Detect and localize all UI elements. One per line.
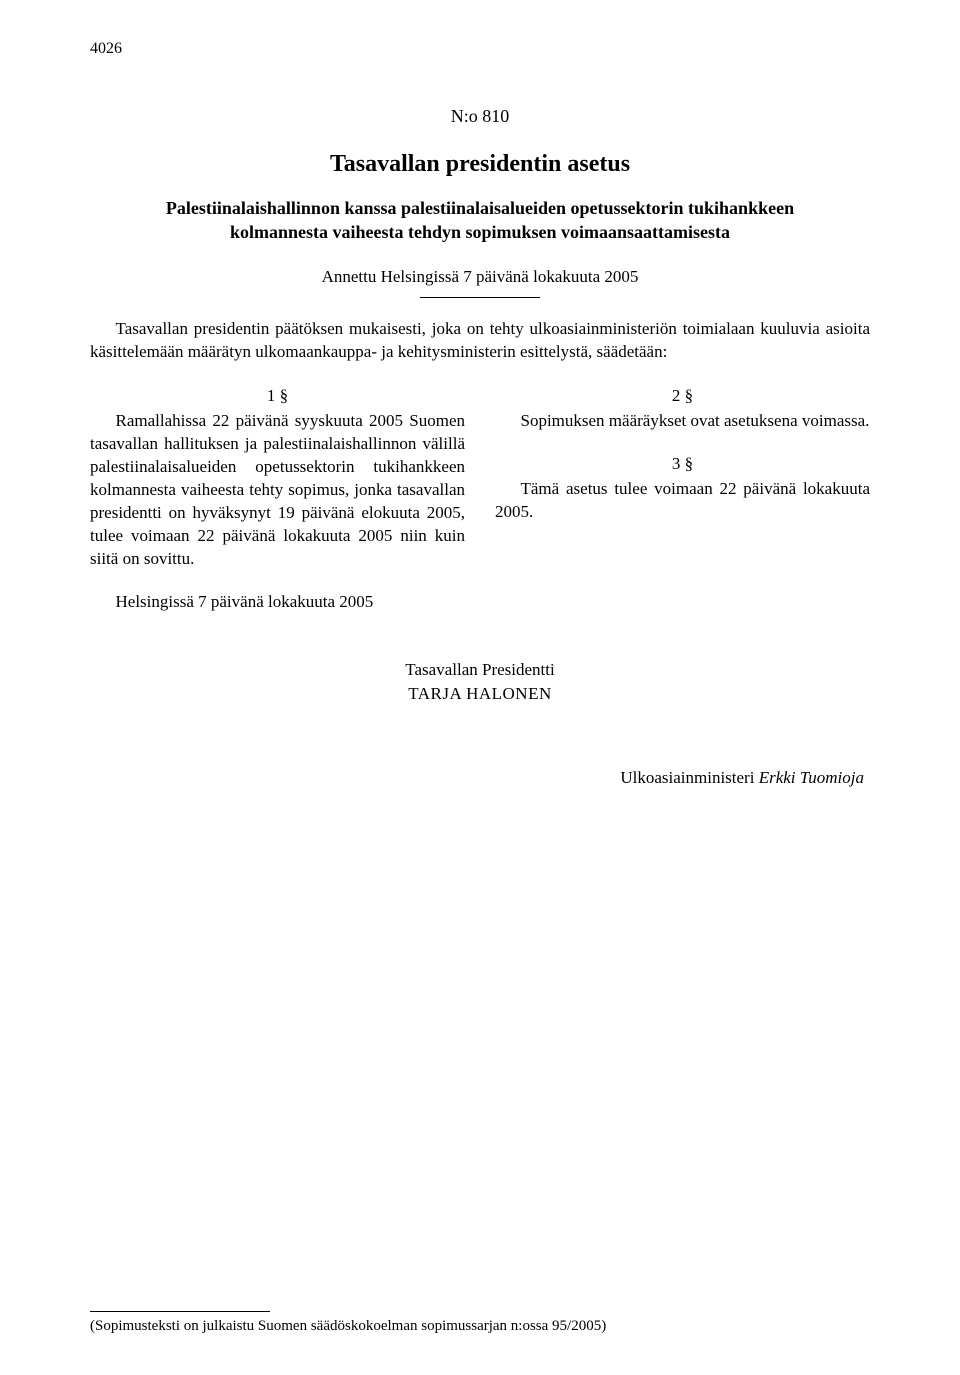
preamble: Tasavallan presidentin päätöksen mukaise… <box>90 318 870 364</box>
minister-name: Erkki Tuomioja <box>759 768 864 787</box>
section-1-number: 1 § <box>90 385 465 408</box>
page-number: 4026 <box>90 40 870 58</box>
signature-title: Tasavallan Presidentti <box>90 660 870 680</box>
issued-at: Annettu Helsingissä 7 päivänä lokakuuta … <box>90 267 870 287</box>
section-3-body: Tämä asetus tulee voimaan 22 päivänä lok… <box>495 478 870 524</box>
section-2-number: 2 § <box>495 385 870 408</box>
footnote: (Sopimusteksti on julkaistu Suomen säädö… <box>90 1311 870 1335</box>
section-1-body: Ramallahissa 22 päivänä syyskuuta 2005 S… <box>90 410 465 571</box>
column-right: 2 § Sopimuksen määräykset ovat asetuksen… <box>495 385 870 613</box>
document-type: Tasavallan presidentin asetus <box>90 151 870 178</box>
closing-place-date: Helsingissä 7 päivänä lokakuuta 2005 <box>90 591 465 614</box>
footnote-rule <box>90 1311 270 1312</box>
title-divider <box>420 297 540 298</box>
section-3-number: 3 § <box>495 453 870 476</box>
document-number: N:o 810 <box>90 106 870 127</box>
column-left: 1 § Ramallahissa 22 päivänä syyskuuta 20… <box>90 385 465 613</box>
body-columns: 1 § Ramallahissa 22 päivänä syyskuuta 20… <box>90 385 870 613</box>
section-2-body: Sopimuksen määräykset ovat asetuksena vo… <box>495 410 870 433</box>
footnote-text: (Sopimusteksti on julkaistu Suomen säädö… <box>90 1318 870 1335</box>
document-title: Palestiinalaishallinnon kanssa palestiin… <box>120 196 840 245</box>
signature-block: Tasavallan Presidentti TARJA HALONEN <box>90 660 870 704</box>
minister-line: Ulkoasiainministeri Erkki Tuomioja <box>90 768 870 788</box>
signature-name: TARJA HALONEN <box>90 684 870 704</box>
minister-role: Ulkoasiainministeri <box>620 768 754 787</box>
